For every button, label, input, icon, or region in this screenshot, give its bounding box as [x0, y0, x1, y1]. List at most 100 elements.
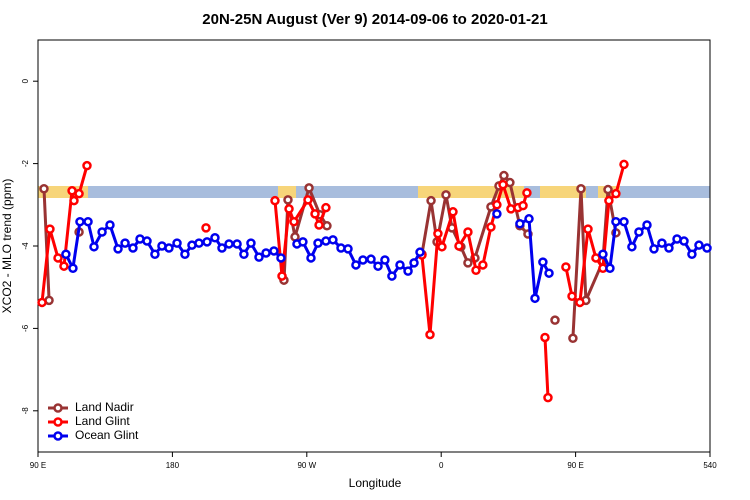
- data-point: [591, 253, 601, 263]
- data-point: [649, 244, 659, 254]
- data-point: [366, 254, 376, 264]
- y-tick-label: -4: [21, 242, 30, 250]
- data-point: [540, 332, 550, 343]
- data-point: [543, 392, 553, 403]
- legend-marker: [53, 431, 63, 441]
- x-tick-label: 180: [166, 461, 180, 470]
- data-point: [441, 190, 451, 200]
- data-point: [471, 265, 481, 276]
- data-point: [322, 221, 332, 231]
- data-point: [68, 263, 78, 273]
- x-tick-label: 90 E: [567, 461, 583, 470]
- data-point: [284, 204, 294, 214]
- data-point: [687, 249, 697, 259]
- data-point: [611, 216, 621, 227]
- data-point: [289, 216, 299, 227]
- data-point: [454, 241, 464, 251]
- data-point: [499, 170, 509, 181]
- data-point: [694, 240, 704, 250]
- data-point: [604, 195, 614, 206]
- data-point: [39, 183, 49, 194]
- data-point: [463, 258, 473, 268]
- data-point: [492, 200, 502, 210]
- data-point: [201, 223, 211, 233]
- data-point: [276, 253, 286, 263]
- data-point: [619, 216, 629, 227]
- y-tick-label: 0: [21, 78, 30, 83]
- data-point: [611, 188, 621, 199]
- y-tick-label: -2: [21, 159, 30, 167]
- data-point: [538, 257, 548, 267]
- data-point: [232, 239, 242, 249]
- data-point: [576, 183, 586, 194]
- data-point: [373, 261, 383, 271]
- data-point: [498, 179, 508, 190]
- data-point: [283, 195, 293, 205]
- data-point: [97, 227, 107, 237]
- data-point: [306, 253, 316, 263]
- data-point: [246, 238, 256, 248]
- data-point: [172, 238, 182, 248]
- data-point: [180, 249, 190, 259]
- data-point: [583, 224, 593, 234]
- data-point: [224, 239, 234, 249]
- data-point: [605, 263, 615, 273]
- data-point: [142, 236, 152, 246]
- data-point: [261, 248, 271, 258]
- data-point: [598, 249, 608, 259]
- data-point: [69, 195, 79, 206]
- data-point: [530, 293, 540, 304]
- data-point: [61, 249, 71, 259]
- data-point: [150, 249, 160, 259]
- data-point: [328, 235, 338, 245]
- plot-frame: [37, 39, 711, 453]
- data-point: [567, 291, 577, 302]
- data-point: [343, 244, 353, 254]
- data-point: [269, 246, 279, 256]
- data-point: [210, 233, 220, 243]
- data-point: [642, 220, 652, 230]
- data-point: [239, 249, 249, 259]
- data-point: [634, 227, 644, 237]
- x-tick-label: 540: [703, 461, 717, 470]
- y-tick-label: -6: [21, 324, 30, 332]
- data-point: [310, 209, 320, 219]
- data-point: [679, 236, 689, 246]
- data-point: [217, 243, 227, 253]
- data-point: [313, 238, 323, 248]
- data-point: [380, 255, 390, 265]
- x-tick-label: 90 E: [30, 461, 46, 470]
- series-line: [40, 164, 626, 398]
- data-point: [358, 255, 368, 265]
- data-point: [425, 329, 435, 340]
- data-point: [561, 262, 571, 272]
- chart-title: 20N-25N August (Ver 9) 2014-09-06 to 202…: [202, 11, 547, 28]
- data-point: [113, 244, 123, 254]
- data-point: [164, 243, 174, 253]
- data-point: [321, 202, 331, 213]
- data-point: [518, 200, 528, 211]
- y-axis-label: XCO2 - MLO trend (ppm): [0, 179, 14, 314]
- data-point: [37, 297, 47, 308]
- data-point: [515, 219, 525, 229]
- series-line: [42, 172, 618, 339]
- data-point: [304, 183, 314, 193]
- data-point: [426, 195, 436, 206]
- data-point: [105, 220, 115, 230]
- data-point: [657, 238, 667, 248]
- data-point: [202, 237, 212, 247]
- data-point: [664, 243, 674, 253]
- legend-marker: [53, 403, 63, 413]
- data-point: [463, 227, 473, 237]
- legend-label: Land Nadir: [75, 400, 134, 414]
- data-point: [433, 228, 443, 239]
- data-point: [75, 216, 85, 227]
- data-point: [575, 297, 585, 308]
- y-tick-label: -8: [21, 407, 30, 415]
- data-point: [702, 243, 712, 253]
- data-point: [194, 238, 204, 248]
- data-point: [351, 260, 361, 270]
- data-point: [303, 195, 313, 205]
- data-point: [568, 333, 578, 344]
